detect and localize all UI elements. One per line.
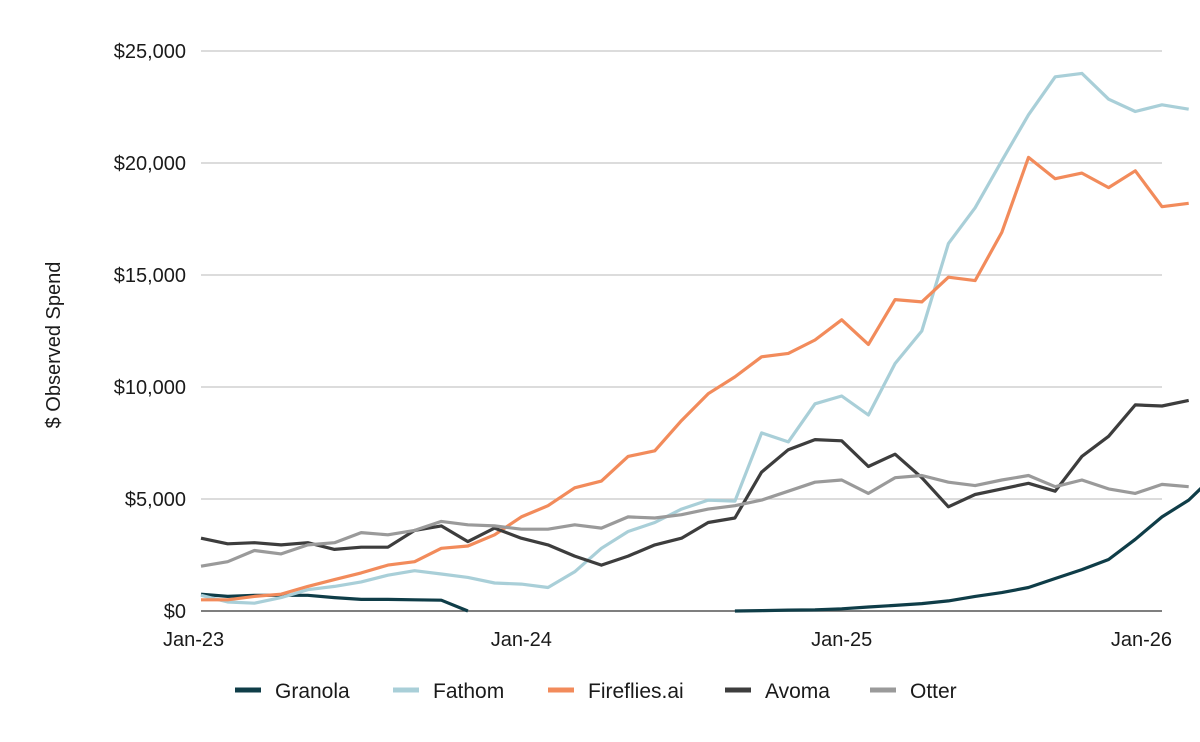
legend-label: Otter bbox=[910, 680, 957, 703]
legend-label: Fathom bbox=[433, 680, 504, 703]
series-lines bbox=[200, 71, 1200, 613]
x-tick-label: Jan-23 bbox=[163, 629, 224, 651]
y-tick-label: $10,000 bbox=[114, 377, 186, 399]
y-tick-label: $15,000 bbox=[114, 265, 186, 287]
x-tick-label: Jan-25 bbox=[811, 629, 872, 651]
x-axis-ticks: Jan-23 Jan-24 Jan-25 Jan-26 bbox=[163, 629, 1172, 651]
series-line bbox=[200, 473, 1189, 568]
series-line bbox=[200, 592, 469, 613]
series-line bbox=[200, 71, 1189, 605]
x-tick-label: Jan-24 bbox=[491, 629, 552, 651]
series-fathom bbox=[200, 71, 1189, 605]
series-otter bbox=[200, 473, 1189, 568]
legend-label: Granola bbox=[275, 680, 350, 703]
legend: Granola Fathom Fireflies.ai Avoma Otter bbox=[235, 680, 957, 703]
legend-item: Granola bbox=[235, 680, 350, 703]
series-avoma bbox=[200, 398, 1190, 567]
y-axis-ticks: $0 $5,000 $10,000 $15,000 $20,000 $25,000 bbox=[114, 41, 186, 623]
series-granola bbox=[200, 487, 1200, 613]
y-tick-label: $20,000 bbox=[114, 153, 186, 175]
series-line bbox=[734, 487, 1200, 613]
legend-item: Otter bbox=[870, 680, 957, 703]
gridlines bbox=[201, 50, 1162, 612]
legend-item: Fathom bbox=[393, 680, 504, 703]
y-tick-label: $0 bbox=[164, 601, 186, 623]
legend-label: Avoma bbox=[765, 680, 830, 703]
series-line bbox=[201, 155, 1189, 602]
x-tick-label: Jan-26 bbox=[1111, 629, 1172, 651]
legend-label: Fireflies.ai bbox=[588, 680, 684, 703]
legend-item: Avoma bbox=[725, 680, 830, 703]
y-axis-title: $ Observed Spend bbox=[43, 262, 65, 429]
legend-item: Fireflies.ai bbox=[548, 680, 684, 703]
series-line bbox=[200, 398, 1190, 567]
y-tick-label: $25,000 bbox=[114, 41, 186, 63]
series-fireflies-ai bbox=[201, 155, 1189, 602]
y-tick-label: $5,000 bbox=[125, 489, 186, 511]
